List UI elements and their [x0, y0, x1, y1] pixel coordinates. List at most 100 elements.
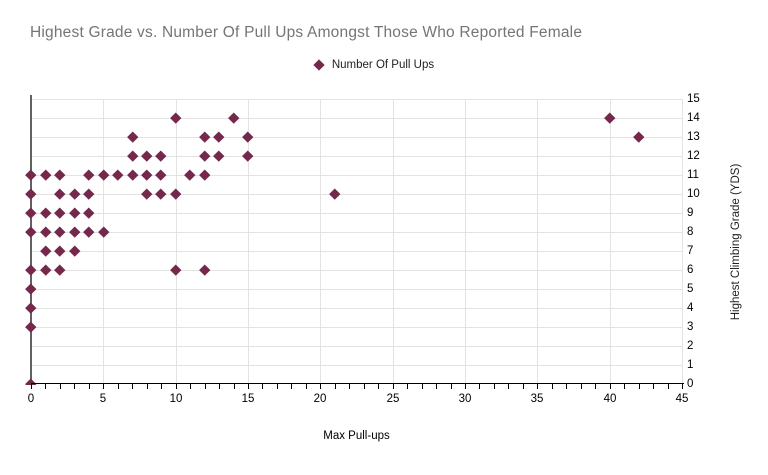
- x-axis-tick: [682, 384, 683, 389]
- x-axis-tick: [610, 384, 611, 389]
- data-point[interactable]: [633, 131, 644, 143]
- data-point[interactable]: [40, 264, 51, 276]
- data-point[interactable]: [112, 169, 124, 181]
- data-point[interactable]: [54, 207, 66, 219]
- legend[interactable]: Number Of Pull Ups: [31, 59, 682, 71]
- v-gridline: [248, 99, 249, 384]
- x-axis-tick: [349, 384, 350, 389]
- data-point[interactable]: [25, 302, 37, 314]
- data-point[interactable]: [83, 188, 95, 200]
- h-gridline: [31, 194, 682, 195]
- data-point[interactable]: [242, 131, 254, 143]
- data-point[interactable]: [54, 188, 66, 200]
- data-point[interactable]: [170, 188, 181, 200]
- data-point[interactable]: [40, 245, 51, 257]
- x-axis-tick: [89, 384, 90, 389]
- data-point[interactable]: [170, 112, 181, 124]
- data-point[interactable]: [329, 188, 341, 200]
- y-tick-label: 12: [687, 150, 700, 162]
- data-point[interactable]: [141, 188, 153, 200]
- data-point[interactable]: [170, 264, 181, 276]
- data-point[interactable]: [141, 150, 153, 162]
- x-axis-tick: [451, 384, 452, 389]
- y-tick-label: 1: [687, 359, 694, 371]
- y-tick-label: 2: [687, 340, 694, 352]
- x-axis-tick: [205, 384, 206, 389]
- data-point[interactable]: [155, 150, 167, 162]
- data-point[interactable]: [54, 245, 66, 257]
- y-axis-title: Highest Climbing Grade (YDS): [730, 163, 742, 321]
- data-point[interactable]: [69, 245, 80, 257]
- data-point[interactable]: [199, 169, 210, 181]
- h-gridline: [31, 99, 682, 100]
- data-point[interactable]: [40, 169, 51, 181]
- data-point[interactable]: [69, 207, 80, 219]
- data-point[interactable]: [98, 169, 109, 181]
- data-point[interactable]: [40, 226, 51, 238]
- x-axis-tick: [74, 384, 75, 389]
- x-axis-tick: [234, 384, 235, 389]
- data-point[interactable]: [54, 226, 66, 238]
- data-point[interactable]: [155, 188, 167, 200]
- v-gridline: [393, 99, 394, 384]
- h-gridline: [31, 175, 682, 176]
- h-gridline: [31, 213, 682, 214]
- h-gridline: [31, 289, 682, 290]
- data-point[interactable]: [98, 226, 109, 238]
- data-point[interactable]: [242, 150, 254, 162]
- x-axis-tick: [494, 384, 495, 389]
- x-tick-label: 10: [169, 393, 183, 405]
- data-point[interactable]: [83, 169, 95, 181]
- x-tick-label: 0: [27, 393, 35, 405]
- chart-title: Highest Grade vs. Number Of Pull Ups Amo…: [30, 24, 583, 41]
- data-point[interactable]: [126, 131, 138, 143]
- data-point[interactable]: [126, 169, 138, 181]
- x-axis-tick: [161, 384, 162, 389]
- data-point[interactable]: [25, 188, 37, 200]
- y-tick-label: 6: [687, 264, 694, 276]
- data-point[interactable]: [25, 226, 37, 238]
- h-gridline: [31, 308, 682, 309]
- data-point[interactable]: [25, 264, 37, 276]
- data-point[interactable]: [141, 169, 153, 181]
- h-gridline: [31, 232, 682, 233]
- x-axis-tick: [393, 384, 394, 389]
- data-point[interactable]: [25, 283, 37, 295]
- x-axis-tick: [219, 384, 220, 389]
- y-tick-label: 4: [687, 302, 694, 314]
- data-point[interactable]: [126, 150, 138, 162]
- data-point[interactable]: [228, 112, 239, 124]
- x-tick-label: 25: [386, 393, 400, 405]
- v-gridline: [682, 99, 683, 384]
- data-point[interactable]: [25, 169, 37, 181]
- data-point[interactable]: [213, 131, 225, 143]
- data-point[interactable]: [604, 112, 615, 124]
- data-point[interactable]: [69, 188, 80, 200]
- data-point[interactable]: [199, 150, 210, 162]
- x-axis-tick: [248, 384, 249, 389]
- data-point[interactable]: [199, 131, 210, 143]
- data-point[interactable]: [25, 321, 37, 333]
- x-axis-tick: [118, 384, 119, 389]
- data-point[interactable]: [199, 264, 210, 276]
- data-point[interactable]: [184, 169, 196, 181]
- data-point[interactable]: [40, 207, 51, 219]
- y-tick-label: 13: [687, 131, 700, 143]
- data-point[interactable]: [83, 226, 95, 238]
- data-point[interactable]: [54, 169, 66, 181]
- data-point[interactable]: [25, 207, 37, 219]
- x-axis-tick: [479, 384, 480, 389]
- data-point[interactable]: [54, 264, 66, 276]
- x-axis-tick: [378, 384, 379, 389]
- data-point[interactable]: [155, 169, 167, 181]
- h-gridline: [31, 327, 682, 328]
- x-axis-tick: [436, 384, 437, 389]
- data-point[interactable]: [83, 207, 95, 219]
- x-axis-tick: [364, 384, 365, 389]
- data-point[interactable]: [69, 226, 80, 238]
- data-point[interactable]: [213, 150, 225, 162]
- y-tick-label: 0: [687, 378, 694, 390]
- h-gridline: [31, 270, 682, 271]
